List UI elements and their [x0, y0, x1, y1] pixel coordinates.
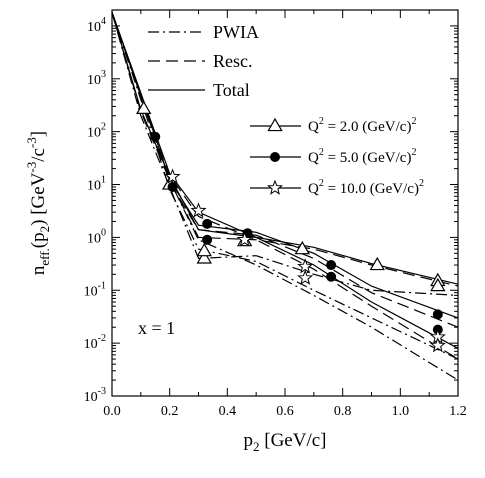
- q2-marker-legend: Q2 = 2.0 (GeV/c)2 Q2 = 5.0 (GeV/c)2 Q2 = 1…: [250, 116, 424, 197]
- data-point-q2-2: [430, 277, 446, 292]
- y-axis-title: neff.(p2) [GeV-3/c-3]: [24, 131, 52, 275]
- y-tick-label: 104: [87, 16, 106, 35]
- y-tick-label: 10-1: [84, 280, 106, 299]
- y-tick-label: 10-3: [84, 386, 106, 405]
- data-point-q2-5: [202, 234, 213, 245]
- y-tick-label: 10-2: [84, 333, 106, 352]
- plot-markers: [136, 100, 446, 353]
- data-point-q2-5: [167, 181, 178, 192]
- legend-marker-triangle-open: [267, 117, 283, 132]
- x-tick-label: 0.8: [334, 404, 352, 419]
- x-tick-label: 0.2: [161, 404, 179, 419]
- data-point-q2-2: [369, 256, 385, 271]
- legend-marker-star-open: [266, 179, 284, 195]
- x-axis-title: p2 [GeV/c]: [244, 430, 327, 454]
- data-point-q2-2: [196, 250, 212, 264]
- curve-q2-5-total: [111, 12, 459, 319]
- svg-text:neff.(p2) [GeV-3/c-3]: neff.(p2) [GeV-3/c-3]: [24, 131, 52, 275]
- curve-q2-5-pwia: [111, 12, 459, 360]
- data-point-q2-2: [294, 240, 310, 255]
- curve-q2-2-pwia: [111, 12, 459, 296]
- data-point-q2-5: [150, 131, 161, 142]
- legend-label-dashdot: PWIA: [213, 22, 259, 42]
- x-tick-label: 1.2: [449, 404, 467, 419]
- y-tick-label: 102: [87, 122, 106, 141]
- data-point-q2-5: [432, 309, 443, 320]
- legend-label-solid: Total: [213, 80, 250, 100]
- data-point-q2-10: [297, 258, 314, 274]
- y-tick-label: 103: [87, 69, 106, 88]
- legend-label-dashed: Resc.: [213, 51, 253, 71]
- curve-q2-2-total: [111, 12, 459, 285]
- legend-marker-circle-filled: [270, 152, 280, 162]
- x-tick-label: 0.0: [103, 404, 121, 419]
- data-point-q2-2: [136, 100, 152, 114]
- y-tick-label: 101: [87, 175, 106, 194]
- data-point-q2-10: [236, 231, 253, 247]
- x-axis-ticks: 0.0 0.2 0.4 0.6 0.8 1.0 1.2: [103, 10, 467, 419]
- curve-q2-10-total: [111, 12, 459, 349]
- data-point-q2-5: [202, 218, 213, 229]
- data-point-q2-10: [297, 269, 314, 285]
- x-tick-label: 0.6: [276, 404, 294, 419]
- line-style-legend: PWIA Resc. Total: [148, 22, 259, 100]
- curve-q2-2-resc: [111, 12, 459, 287]
- data-point-q2-2: [196, 242, 212, 257]
- data-point-q2-10: [190, 202, 207, 218]
- x-tick-label: 0.4: [219, 404, 237, 419]
- data-point-q2-5: [326, 271, 337, 282]
- annotation-x-value: x = 1: [138, 318, 175, 338]
- legend-marker-label: Q2 = 10.0 (GeV/c)2: [308, 178, 424, 197]
- data-point-q2-5: [326, 260, 337, 271]
- plot-frame: [111, 9, 459, 397]
- y-axis-ticks: 10-3 10-2 10-1 100 101 102 103 104: [84, 9, 458, 405]
- x-tick-label: 1.0: [392, 404, 410, 419]
- data-point-q2-10: [429, 337, 446, 353]
- data-point-q2-10: [164, 168, 181, 184]
- y-tick-label: 100: [87, 227, 106, 246]
- curve-q2-5-resc: [111, 12, 459, 328]
- x-axis-title-sub: 2: [253, 439, 260, 454]
- legend-marker-label: Q2 = 5.0 (GeV/c)2: [308, 147, 416, 166]
- legend-marker-label: Q2 = 2.0 (GeV/c)2: [308, 116, 416, 135]
